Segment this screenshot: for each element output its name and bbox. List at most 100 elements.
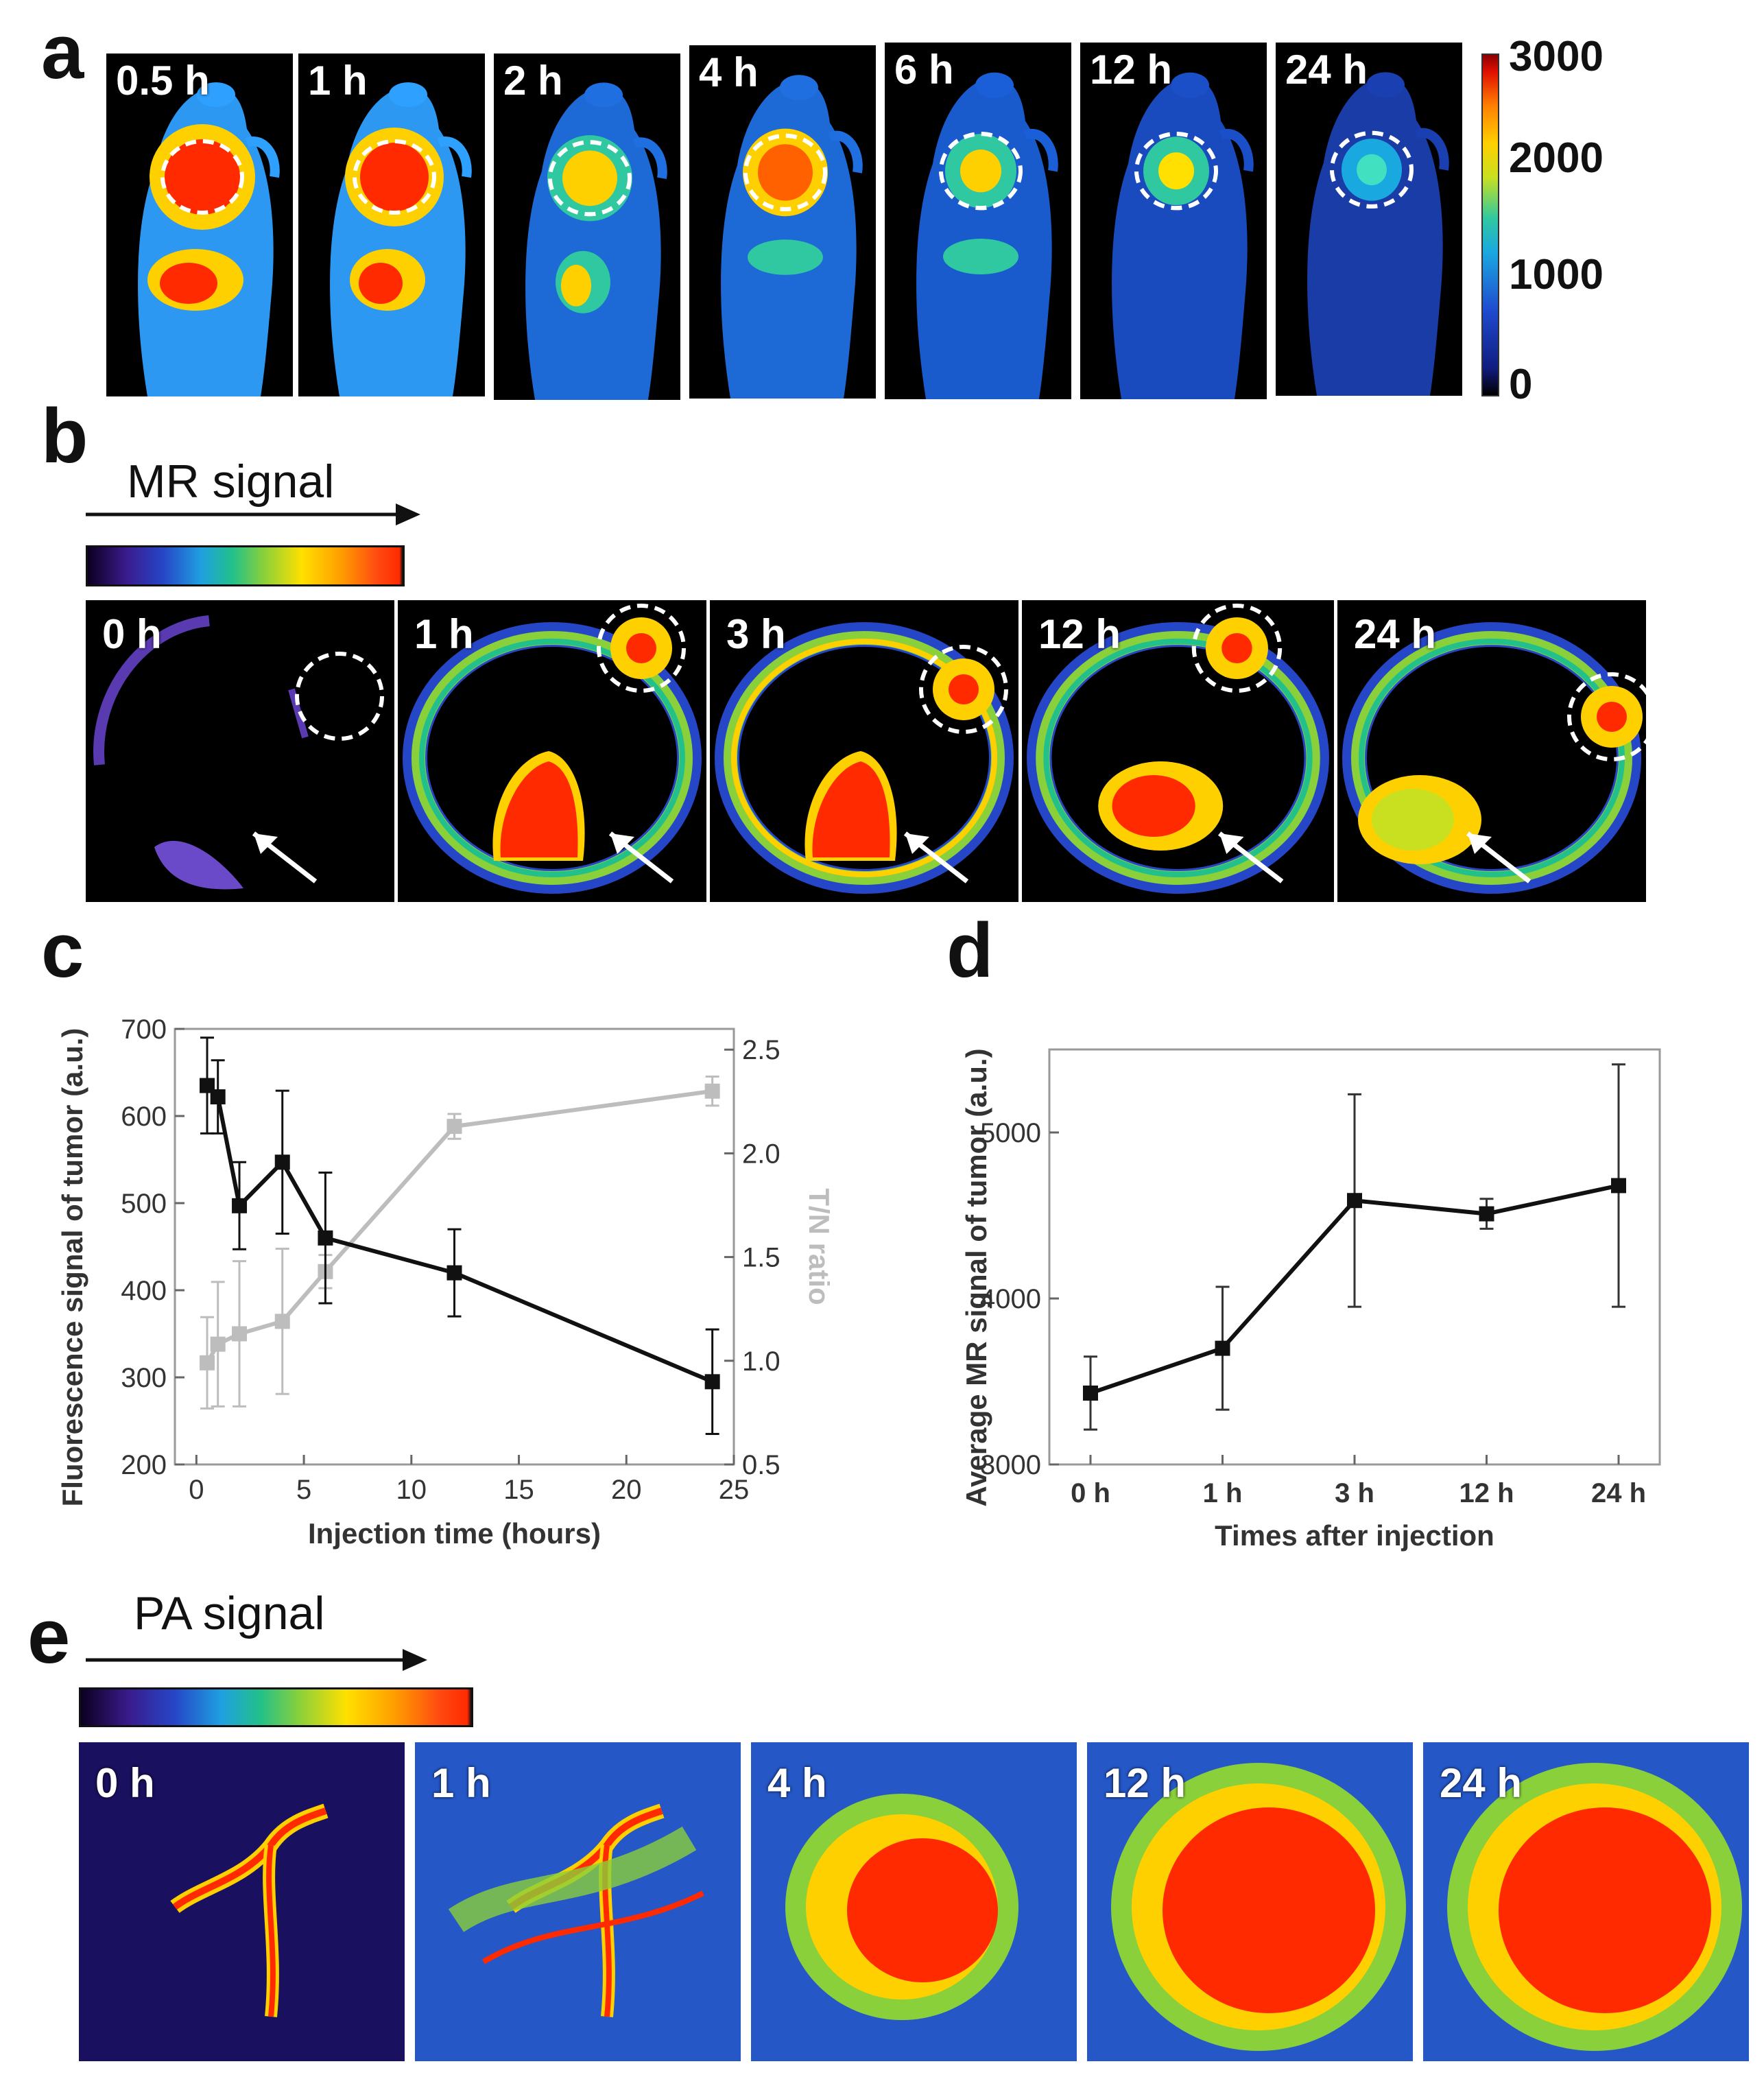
- chart-d-ytick-label: 3000: [980, 1450, 1041, 1480]
- chart-d-xtick-label: 3 h: [1335, 1478, 1374, 1508]
- fluorescence-image-6: 24 h: [1276, 43, 1462, 396]
- chart-d-xtick-label: 12 h: [1459, 1478, 1514, 1508]
- chart-c-point: [232, 1326, 248, 1342]
- mr-time-label-1: 1 h: [414, 611, 474, 657]
- colorbar-tick-1000: 1000: [1509, 251, 1604, 298]
- chart-c-point: [200, 1355, 215, 1370]
- chart-c-y2label: T/N ratio: [803, 1188, 830, 1305]
- fluorescence-time-label-5: 12 h: [1090, 47, 1173, 93]
- mr-image-0: 0 h: [86, 600, 394, 902]
- chart-c-point: [704, 1374, 720, 1390]
- chart-c-fluorescence: 200 300 400 500 600 700 0.5 1.0 1.5 2.0 2.5 0 5 10 15 2…: [56, 1014, 830, 1550]
- chart-c-point: [200, 1078, 215, 1093]
- fluorescence-time-label-6: 24 h: [1285, 47, 1368, 93]
- chart-c-ytick-label: 500: [121, 1189, 167, 1219]
- panel-label-b: b: [41, 393, 88, 479]
- chart-c-xtick-label: 10: [396, 1475, 427, 1505]
- fluorescence-time-label-3: 4 h: [699, 49, 759, 95]
- chart-c-ytick-label: 600: [121, 1102, 167, 1132]
- chart-c-point: [704, 1083, 720, 1099]
- chart-c-point: [232, 1198, 248, 1213]
- chart-d-ytick-label: 5000: [980, 1118, 1041, 1148]
- panel-label-a: a: [41, 9, 84, 95]
- pa-time-label-1: 1 h: [431, 1760, 491, 1806]
- pa-image-3: 12 h: [1087, 1742, 1413, 2061]
- panel-a-colorbar: [1481, 54, 1499, 396]
- chart-c-xtick-label: 0: [189, 1475, 204, 1505]
- colorbar-tick-3000: 3000: [1509, 33, 1604, 80]
- mr-signal-colorbar: [86, 545, 405, 586]
- chart-d-point: [1347, 1193, 1362, 1209]
- chart-c-frame: [174, 1028, 735, 1466]
- chart-d-xtick-label: 24 h: [1591, 1478, 1646, 1508]
- panel-label-c: c: [41, 907, 84, 993]
- chart-c-point: [210, 1089, 226, 1105]
- fluorescence-image-2: 2 h: [494, 54, 680, 400]
- chart-c-ytick-label: 200: [121, 1450, 167, 1480]
- fluorescence-image-3: 4 h: [689, 45, 876, 399]
- fluorescence-time-label-0: 0.5 h: [116, 58, 210, 104]
- chart-c-point: [318, 1230, 333, 1246]
- chart-c-xtick-label: 20: [611, 1475, 642, 1505]
- chart-c-ytick-label: 700: [121, 1014, 167, 1045]
- chart-c-xtick-label: 25: [719, 1475, 750, 1505]
- pa-image-0: 0 h: [79, 1742, 405, 2061]
- fluorescence-time-label-2: 2 h: [503, 58, 563, 104]
- pa-image-4: 24 h: [1423, 1742, 1749, 2061]
- chart-d-mr-signal: 3000 4000 5000 0 h 1 h 3 h 12 h 24 h Times after…: [960, 1048, 1661, 1552]
- chart-d-ylabel: Average MR signal of tumor (a.u.): [960, 1048, 992, 1506]
- pa-time-label-4: 24 h: [1440, 1760, 1523, 1806]
- colorbar-tick-0: 0: [1509, 361, 1533, 408]
- pa-signal-colorbar: [79, 1687, 473, 1727]
- fluorescence-image-0: 0.5 h: [106, 54, 293, 396]
- chart-d-xtick-label: 1 h: [1203, 1478, 1243, 1508]
- chart-c-point: [210, 1336, 226, 1352]
- colorbar-tick-2000: 2000: [1509, 134, 1604, 182]
- chart-c-y2tick-label: 2.0: [742, 1139, 780, 1169]
- chart-c-point: [274, 1154, 290, 1170]
- mr-image-1: 1 h: [398, 600, 706, 902]
- chart-c-ylabel: Fluorescence signal of tumor (a.u.): [56, 1028, 88, 1507]
- chart-d-xlabel: Times after injection: [1215, 1519, 1494, 1552]
- fluorescence-image-4: 6 h: [885, 43, 1071, 399]
- chart-c-point: [446, 1265, 462, 1281]
- fluorescence-time-label-4: 6 h: [894, 47, 954, 93]
- chart-c-y2tick-label: 0.5: [742, 1450, 780, 1480]
- chart-c-point: [446, 1119, 462, 1135]
- pa-signal-title: PA signal: [134, 1587, 325, 1639]
- mr-image-2: 3 h: [710, 600, 1018, 902]
- mr-signal-title: MR signal: [127, 455, 335, 508]
- chart-c-y2tick-label: 1.5: [742, 1243, 780, 1273]
- chart-d-xtick-label: 0 h: [1071, 1478, 1110, 1508]
- panel-label-e: e: [27, 1593, 71, 1679]
- fluorescence-time-label-1: 1 h: [308, 58, 368, 104]
- chart-c-xtick-label: 15: [503, 1475, 534, 1505]
- pa-time-label-0: 0 h: [95, 1760, 155, 1806]
- pa-image-1: 1 h: [415, 1742, 741, 2061]
- mr-time-label-3: 12 h: [1038, 611, 1121, 657]
- pa-time-label-3: 12 h: [1104, 1760, 1187, 1806]
- chart-c-point: [274, 1314, 290, 1329]
- chart-c-y2tick-label: 1.0: [742, 1346, 780, 1377]
- mr-image-4: 24 h: [1337, 600, 1646, 902]
- chart-d-ytick-label: 4000: [980, 1284, 1041, 1314]
- chart-d-point: [1083, 1385, 1098, 1401]
- pa-time-label-2: 4 h: [767, 1760, 827, 1806]
- chart-c-xtick-label: 5: [296, 1475, 311, 1505]
- panel-label-d: d: [946, 907, 994, 993]
- chart-c-ytick-label: 300: [121, 1363, 167, 1393]
- mr-signal-arrow: [86, 503, 420, 525]
- mr-image-3: 12 h: [1022, 600, 1334, 902]
- chart-d-point: [1479, 1206, 1494, 1222]
- chart-c-ytick-label: 400: [121, 1276, 167, 1306]
- mr-time-label-2: 3 h: [726, 611, 786, 657]
- fluorescence-image-5: 12 h: [1080, 43, 1267, 399]
- chart-d-point: [1215, 1340, 1230, 1356]
- pa-image-2: 4 h: [751, 1742, 1077, 2061]
- chart-d-point: [1611, 1178, 1626, 1194]
- mr-time-label-4: 24 h: [1354, 611, 1437, 657]
- pa-signal-arrow: [86, 1649, 427, 1671]
- fluorescence-image-1: 1 h: [298, 54, 485, 396]
- mr-time-label-0: 0 h: [102, 611, 162, 657]
- chart-c-xlabel: Injection time (hours): [308, 1517, 601, 1550]
